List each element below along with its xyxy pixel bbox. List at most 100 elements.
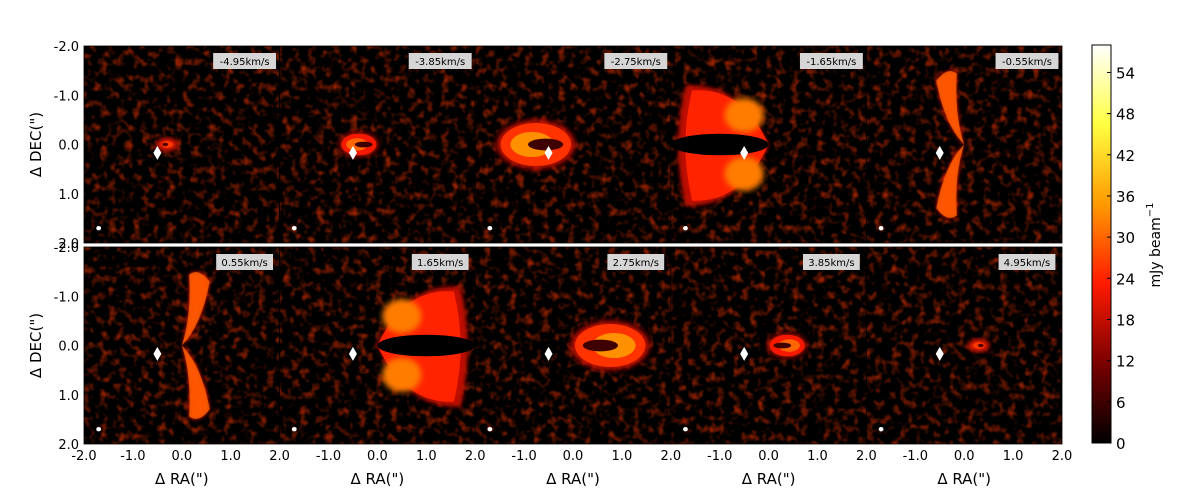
velocity-label: -1.65km/s xyxy=(799,53,863,69)
velocity-text: 0.55km/s xyxy=(221,258,267,269)
velocity-text: 1.65km/s xyxy=(417,258,463,269)
x-tick-label: 1.0 xyxy=(416,449,437,464)
emission-mark xyxy=(496,120,575,169)
velocity-label: -0.55km/s xyxy=(995,53,1059,69)
colorbar-tick-label: 24 xyxy=(1116,270,1135,288)
colorbar-tick-label: 36 xyxy=(1116,188,1135,206)
colorbar-tick-label: 30 xyxy=(1116,229,1135,247)
beam-marker xyxy=(96,226,102,231)
colorbar: 0 6 12 18 24 30 36 42 48 54 mJy beam−1 xyxy=(1091,44,1164,453)
channel-panel: -0.55km/s xyxy=(866,45,1063,244)
channel-panel: 0.55km/s xyxy=(83,246,281,445)
x-tick-label: 0.0 xyxy=(171,449,192,464)
y-tick-label: -1.0 xyxy=(54,89,79,104)
colorbar-gradient xyxy=(1091,44,1112,444)
velocity-box xyxy=(604,53,668,69)
velocity-text: -2.75km/s xyxy=(611,57,661,68)
star-marker xyxy=(348,145,357,160)
colorbar-tick-label: 0 xyxy=(1116,435,1126,453)
emission-mark xyxy=(767,333,807,358)
emission-mark xyxy=(936,71,965,218)
x-tick-label: 1.0 xyxy=(807,449,828,464)
velocity-box xyxy=(799,53,863,69)
beam-marker xyxy=(487,427,493,432)
x-tick-label: 0.0 xyxy=(954,449,975,464)
emission-mark xyxy=(571,321,650,370)
velocity-text: 3.85km/s xyxy=(808,258,854,269)
beam-marker xyxy=(487,226,493,231)
x-axis-label: Δ RA(") xyxy=(155,470,209,488)
velocity-label: -4.95km/s xyxy=(213,53,277,69)
velocity-label: 4.95km/s xyxy=(998,254,1056,270)
velocity-box xyxy=(408,53,472,69)
x-tick-label: -1.0 xyxy=(707,449,732,464)
beam-marker xyxy=(878,427,884,432)
velocity-text: 2.75km/s xyxy=(613,258,659,269)
beam-marker xyxy=(291,226,297,231)
x-tick-label: -2.0 xyxy=(71,449,96,464)
star-marker xyxy=(153,346,162,361)
star-marker xyxy=(544,145,553,160)
y-axis-label: Δ DEC(") xyxy=(27,313,45,378)
channel-panel: 3.85km/s xyxy=(670,246,867,445)
star-marker xyxy=(740,145,749,160)
y-axis-label: Δ DEC(") xyxy=(27,112,45,177)
y-tick-label: -2.0 xyxy=(54,40,79,55)
velocity-box xyxy=(411,254,469,270)
channel-panel: 4.95km/s xyxy=(866,246,1063,445)
velocity-label: 2.75km/s xyxy=(607,254,665,270)
y-tick-label: 1.0 xyxy=(58,389,79,404)
colorbar-label: mJy beam−1 xyxy=(1145,203,1164,288)
channel-panel: -1.65km/s xyxy=(670,45,867,244)
x-tick-label: -1.0 xyxy=(120,449,145,464)
channel-panel: -4.95km/s xyxy=(83,45,281,244)
velocity-box xyxy=(803,254,860,270)
panels-layer: -4.95km/s -3.85km/s -2.75km/s -1.65km/s -0.5… xyxy=(83,45,1063,445)
channel-panel: -2.75km/s xyxy=(474,45,672,244)
velocity-text: -4.95km/s xyxy=(220,57,270,68)
y-tick-label: 2.0 xyxy=(58,237,79,252)
beam-marker xyxy=(291,427,297,432)
x-tick-label: 0.0 xyxy=(758,449,779,464)
channel-panel: 1.65km/s xyxy=(279,246,476,445)
x-tick-label: 2.0 xyxy=(856,449,877,464)
emission-mark xyxy=(377,286,476,407)
star-marker xyxy=(935,145,944,160)
emission-mark xyxy=(181,272,210,419)
beam-marker xyxy=(683,427,688,432)
axes-layer: -2.0 -1.0 0.0 1.0 2.0 Δ DEC(") -2.0 -1.0 0.0 1.0 2… xyxy=(27,40,1072,488)
star-marker xyxy=(348,346,357,361)
colorbar-tick-label: 18 xyxy=(1116,311,1135,329)
colorbar-tick-label: 42 xyxy=(1116,147,1135,165)
velocity-box xyxy=(998,254,1056,270)
beam-marker xyxy=(683,226,688,231)
noise-layer xyxy=(866,247,1062,444)
velocity-label: -3.85km/s xyxy=(408,53,472,69)
channel-panel: 2.75km/s xyxy=(474,246,672,445)
velocity-label: 1.65km/s xyxy=(411,254,469,270)
noise-layer xyxy=(84,46,280,243)
x-tick-label: -1.0 xyxy=(903,449,928,464)
velocity-label: 3.85km/s xyxy=(803,254,860,270)
star-marker xyxy=(935,346,944,361)
beam-marker xyxy=(96,427,102,432)
x-tick-label: 2.0 xyxy=(465,449,486,464)
x-tick-label: -1.0 xyxy=(316,449,341,464)
beam-marker xyxy=(878,226,884,231)
y-tick-label: 1.0 xyxy=(58,188,79,203)
x-tick-label: 2.0 xyxy=(1052,449,1073,464)
x-tick-label: 1.0 xyxy=(612,449,633,464)
velocity-text: -3.85km/s xyxy=(415,57,465,68)
emission-mark xyxy=(339,132,379,157)
velocity-label: 0.55km/s xyxy=(216,254,273,270)
star-marker xyxy=(740,346,749,361)
star-marker xyxy=(153,145,162,160)
velocity-box xyxy=(216,254,273,270)
x-axis-label: Δ RA(") xyxy=(742,470,796,488)
colorbar-tick-label: 54 xyxy=(1116,64,1135,82)
velocity-label: -2.75km/s xyxy=(604,53,668,69)
velocity-box xyxy=(607,254,665,270)
y-tick-label: -1.0 xyxy=(54,290,79,305)
x-tick-label: 2.0 xyxy=(269,449,290,464)
